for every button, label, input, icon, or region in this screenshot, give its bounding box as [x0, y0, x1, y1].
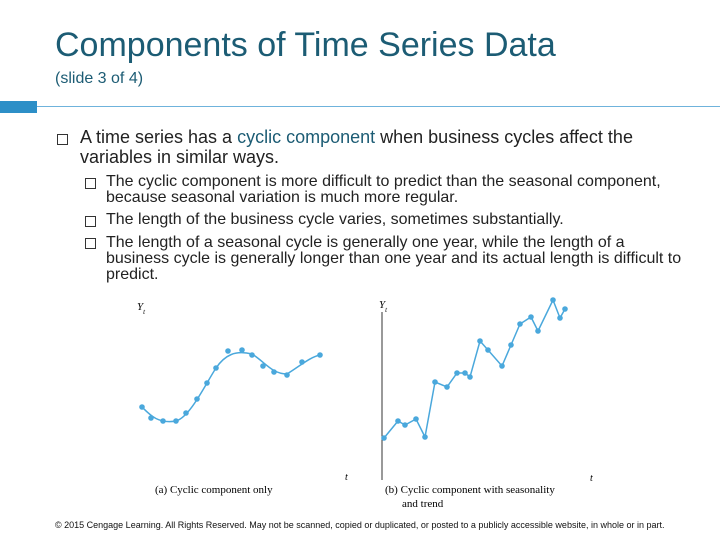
- figure-b: Yt t (b) Cyclic component with seasonali…: [379, 297, 593, 510]
- x-label: t: [590, 473, 593, 484]
- highlight: cyclic component: [237, 127, 376, 147]
- bullet: [85, 178, 96, 189]
- text: A time series has a: [80, 127, 238, 147]
- points: [381, 297, 568, 441]
- rule: [37, 106, 720, 107]
- accent-bar: [0, 101, 37, 113]
- footer: © 2015 Cengage Learning. All Rights Rese…: [55, 520, 665, 530]
- subtitle: (slide 3 of 4): [55, 70, 144, 87]
- y-sub: t: [385, 306, 388, 314]
- x-label: t: [345, 472, 348, 483]
- caption: and trend: [402, 498, 444, 510]
- text: when business cycles affect the variable…: [80, 127, 633, 167]
- bullet: [57, 134, 68, 145]
- main-bullet: A time series has a cyclic component whe…: [80, 127, 695, 167]
- title: Components of Time Series Data: [55, 26, 556, 64]
- y-label: Yt: [379, 299, 388, 314]
- curve: [383, 298, 566, 440]
- bullet: [85, 238, 96, 249]
- bullet: [85, 216, 96, 227]
- sub-bullet: The cyclic component is more difficult t…: [106, 173, 661, 206]
- points: [139, 347, 323, 424]
- y: Y: [137, 301, 145, 313]
- caption: (b) Cyclic component with seasonality: [385, 484, 555, 496]
- sub-bullet: The length of a seasonal cycle is genera…: [106, 234, 682, 283]
- y-label: Yt: [137, 301, 146, 316]
- y: Y: [379, 299, 387, 311]
- figure-a: Yt t (a) Cyclic component only: [137, 301, 348, 496]
- caption: (a) Cyclic component only: [155, 484, 273, 496]
- y-sub: t: [143, 308, 146, 316]
- sub-bullet: The length of the business cycle varies,…: [106, 211, 564, 228]
- curve: [141, 351, 321, 423]
